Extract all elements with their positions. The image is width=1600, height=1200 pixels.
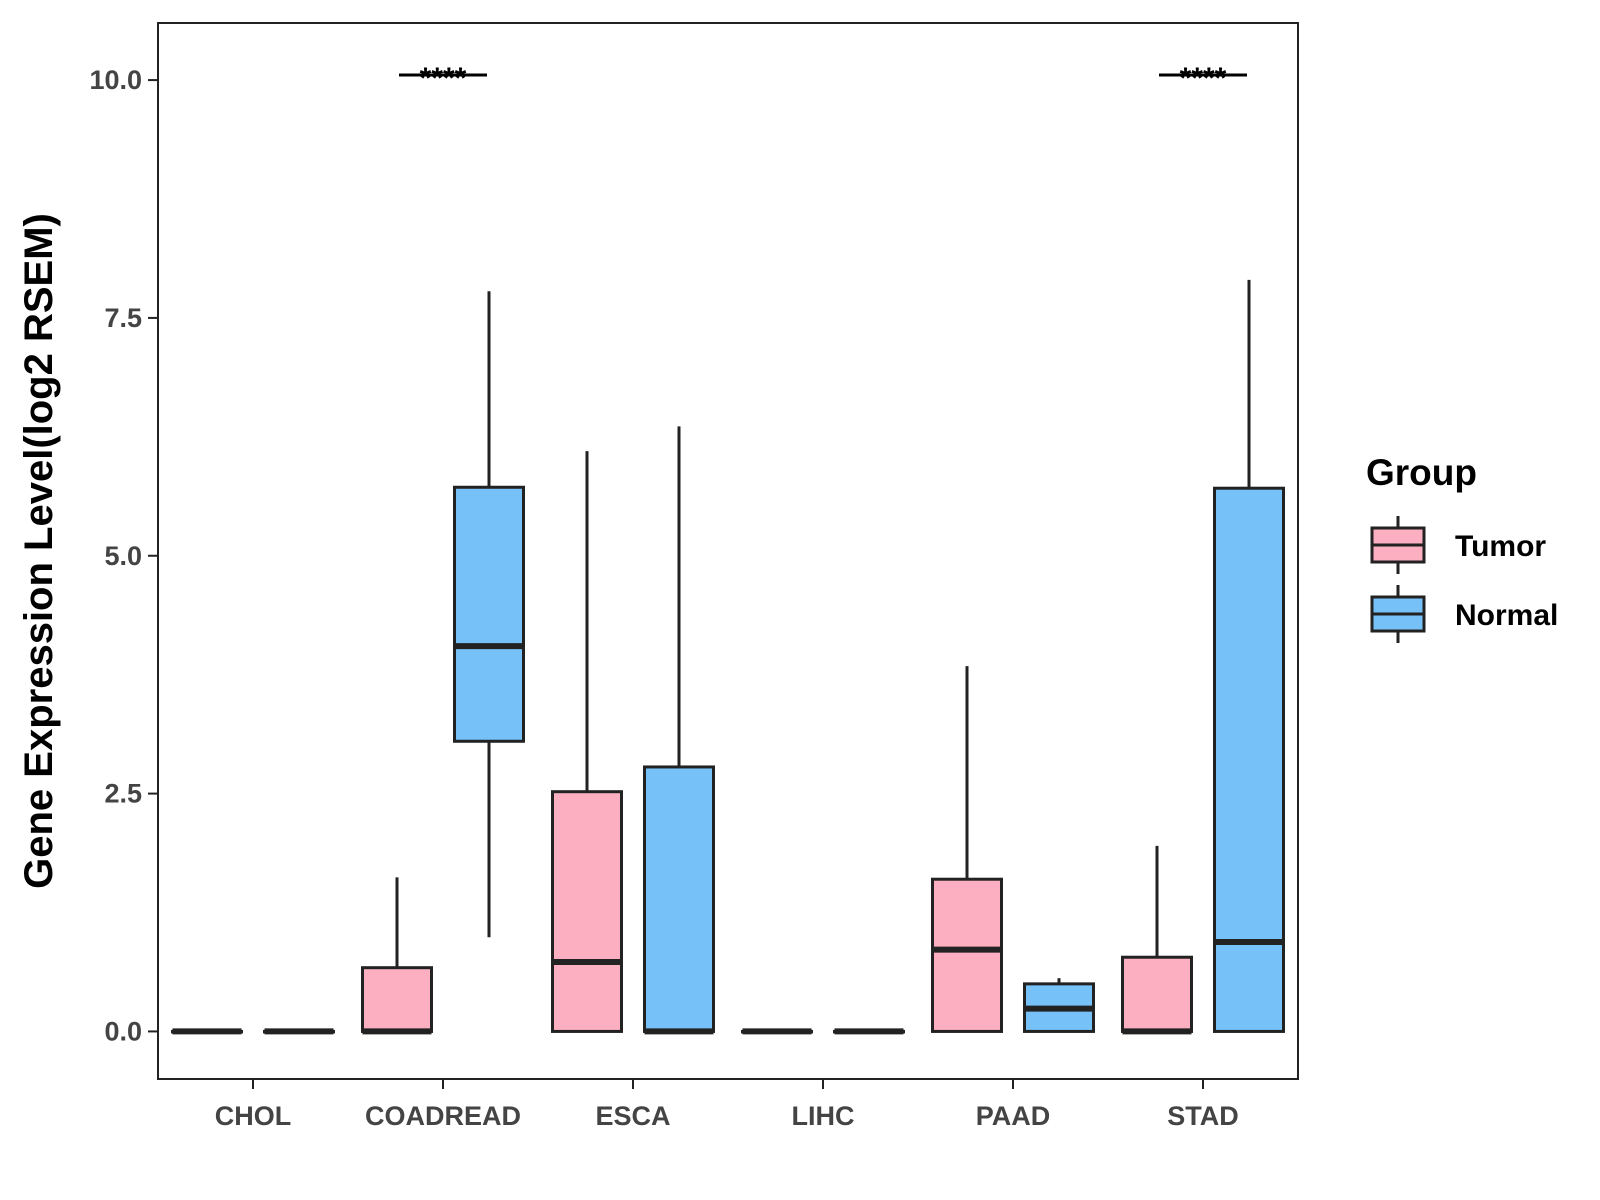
x-tick-label-paad: PAAD <box>976 1101 1051 1131</box>
box-tumor-lihc <box>741 1028 813 1035</box>
box-iqr <box>361 966 433 1033</box>
box-tumor-chol <box>171 1028 243 1035</box>
box-normal-lihc <box>833 1028 905 1035</box>
box-iqr <box>453 485 525 743</box>
x-tick-label-coadread: COADREAD <box>365 1101 521 1131</box>
significance-label: **** <box>420 62 467 95</box>
box-normal-chol <box>263 1028 335 1035</box>
legend: Group Tumor Normal <box>1366 452 1558 643</box>
y-tick-label: 10.0 <box>89 65 142 95</box>
box-iqr <box>931 877 1003 1033</box>
box-tumor-paad <box>931 666 1003 1033</box>
y-tick-label: 5.0 <box>104 541 142 571</box>
legend-title: Group <box>1366 452 1477 493</box>
x-tick-label-chol: CHOL <box>215 1101 292 1131</box>
x-tick-label-lihc: LIHC <box>792 1101 855 1131</box>
x-tick-label-esca: ESCA <box>595 1101 670 1131</box>
x-tick-label-stad: STAD <box>1167 1101 1239 1131</box>
y-axis: 0.0 2.5 5.0 7.5 10.0 <box>89 65 158 1046</box>
legend-label: Tumor <box>1455 530 1546 563</box>
box-normal-paad <box>1023 978 1095 1033</box>
x-axis: CHOL COADREAD ESCA LIHC PAAD STAD <box>215 1079 1239 1131</box>
y-tick-label: 7.5 <box>104 303 142 333</box>
legend-label: Normal <box>1455 599 1558 632</box>
box-tumor-stad <box>1121 845 1193 1035</box>
box-tumor-esca <box>551 451 623 1033</box>
significance-annotations: **** **** <box>399 62 1247 95</box>
box-normal-stad <box>1213 279 1285 1033</box>
y-tick-label: 0.0 <box>104 1016 142 1046</box>
box-normal-coadread <box>453 291 525 938</box>
box-iqr <box>1121 955 1193 1033</box>
box-iqr <box>551 790 623 1033</box>
box-iqr <box>1213 486 1285 1033</box>
box-normal-esca <box>643 426 715 1035</box>
plot-panel <box>157 22 1299 1080</box>
legend-entry-tumor: Tumor <box>1370 516 1546 574</box>
box-iqr <box>643 765 715 1033</box>
legend-entry-normal: Normal <box>1370 585 1558 643</box>
boxes-layer <box>171 279 1285 1035</box>
box-tumor-coadread <box>361 877 433 1035</box>
y-tick-label: 2.5 <box>104 779 142 809</box>
significance-label: **** <box>1180 62 1227 95</box>
y-axis-title: Gene Expression Level(log2 RSEM) <box>17 213 61 889</box>
